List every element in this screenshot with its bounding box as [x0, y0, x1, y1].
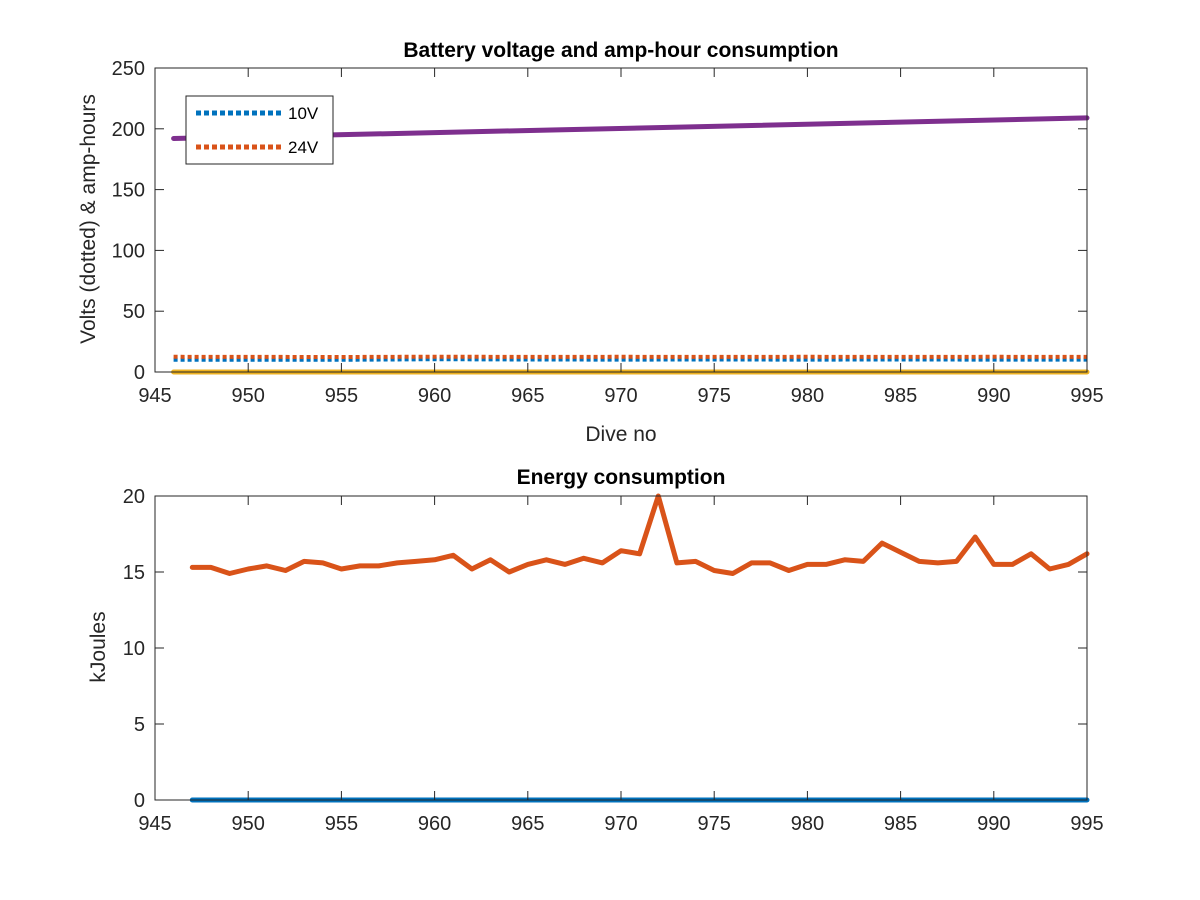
x-tick-label: 950: [232, 385, 265, 407]
x-tick-label: 955: [325, 385, 358, 407]
x-tick-label: 970: [604, 813, 637, 835]
y-axis-label: kJoules: [87, 611, 110, 682]
legend-label-24v: 24V: [288, 138, 319, 157]
series-line-10v: [173, 357, 1087, 362]
y-tick-label: 50: [123, 301, 145, 323]
y-tick-label: 250: [112, 58, 145, 80]
y-tick-label: 200: [112, 119, 145, 141]
x-tick-label: 975: [698, 385, 731, 407]
x-tick-label: 975: [698, 813, 731, 835]
x-tick-label: 980: [791, 385, 824, 407]
chart-title: Energy consumption: [517, 466, 726, 489]
x-tick-label: 950: [232, 813, 265, 835]
energy-chart: Energy consumption kJoules 945 950 955 960 9…: [87, 466, 1104, 835]
y-tick-label: 5: [134, 714, 145, 736]
y-tick-label: 100: [112, 240, 145, 262]
x-tick-label: 985: [884, 813, 917, 835]
x-tick-label: 960: [418, 385, 451, 407]
x-tick-label: 980: [791, 813, 824, 835]
x-tick-label: 960: [418, 813, 451, 835]
x-tick-label: 945: [138, 385, 171, 407]
series-line-1: [189, 493, 1090, 576]
legend: 10V 24V: [185, 95, 334, 165]
x-tick-label: 990: [977, 385, 1010, 407]
x-tick-label: 970: [604, 385, 637, 407]
y-tick-label: 0: [134, 362, 145, 384]
y-tick-label: 15: [123, 562, 145, 584]
legend-label-10v: 10V: [288, 104, 319, 123]
x-tick-label: 965: [511, 385, 544, 407]
chart-title: Battery voltage and amp-hour consumption: [403, 39, 838, 62]
x-tick-label: 945: [138, 813, 171, 835]
x-axis-label: Dive no: [585, 423, 656, 446]
legend-box: [185, 95, 334, 165]
x-tick-label: 985: [884, 385, 917, 407]
x-tick-label: 995: [1070, 385, 1103, 407]
x-tick-label: 955: [325, 813, 358, 835]
y-tick-label: 0: [134, 790, 145, 812]
y-tick-label: 150: [112, 180, 145, 202]
y-axis-label: Volts (dotted) & amp-hours: [77, 94, 100, 344]
x-tick-label: 965: [511, 813, 544, 835]
voltage-chart: Battery voltage and amp-hour consumption…: [77, 39, 1104, 446]
y-tick-label: 10: [123, 638, 145, 660]
x-tick-label: 995: [1070, 813, 1103, 835]
y-tick-label: 20: [123, 486, 145, 508]
x-tick-label: 990: [977, 813, 1010, 835]
